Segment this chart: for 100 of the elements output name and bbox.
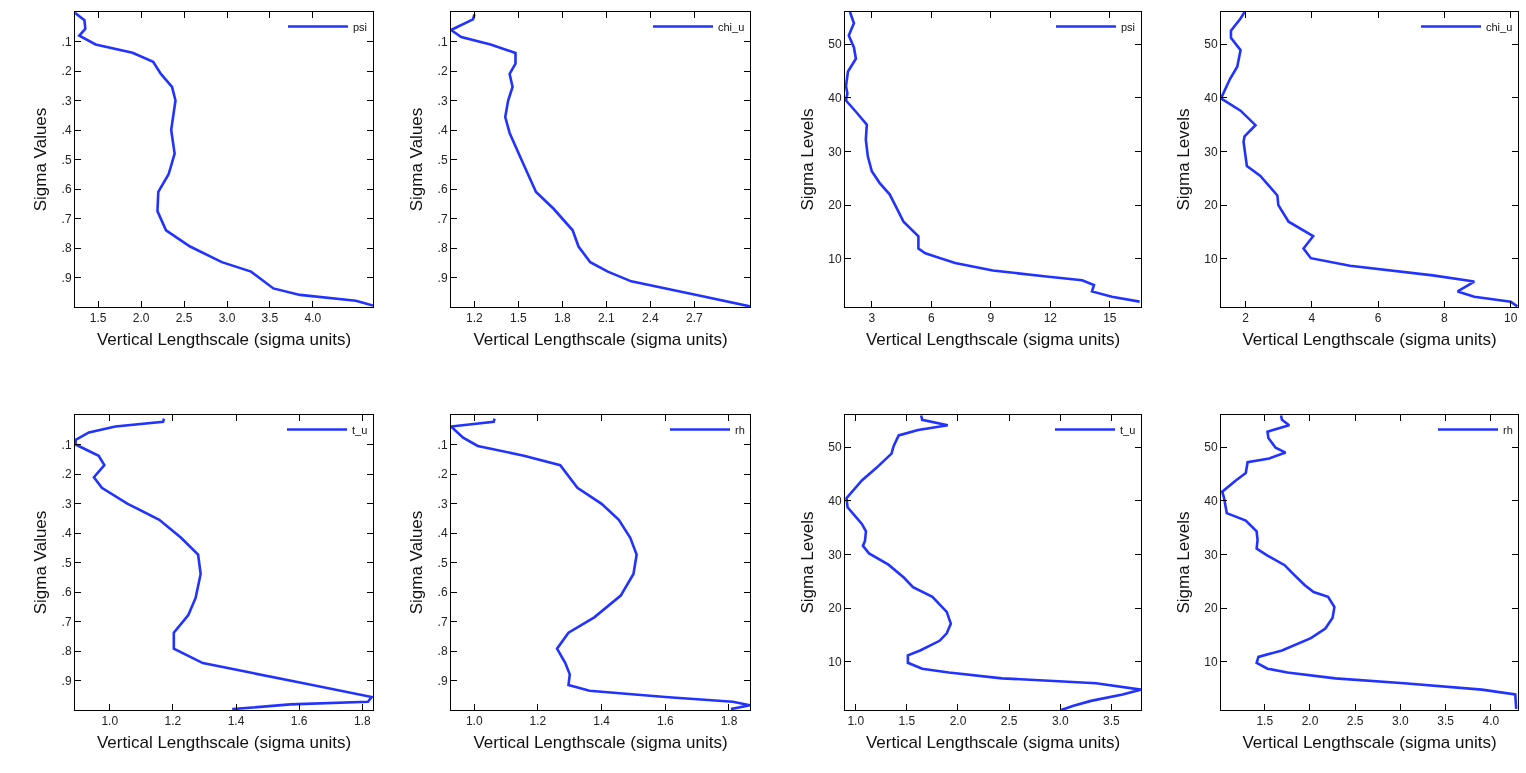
line-series (1221, 12, 1518, 307)
x-tick-label: 1.5 (89, 311, 107, 326)
x-tick-label: 3.0 (1392, 714, 1410, 729)
x-tick-label: 3.5 (261, 311, 279, 326)
y-tick-label: 40 (1204, 91, 1218, 106)
x-tick-label: 1.8 (554, 311, 572, 326)
y-tick-label: .5 (61, 555, 72, 570)
x-axis-title: Vertical Lengthscale (sigma units) (96, 329, 352, 349)
y-tick-label: 40 (828, 494, 842, 509)
line-series (75, 417, 373, 710)
x-tick-label: 2.0 (949, 714, 967, 729)
x-axis-title: Vertical Lengthscale (sigma units) (1242, 329, 1497, 349)
x-axis-title: Vertical Lengthscale (sigma units) (473, 732, 728, 752)
y-tick-label: .2 (437, 467, 448, 482)
y-tick-label: .6 (61, 585, 72, 600)
x-tick-label: 3.5 (1437, 714, 1455, 729)
text: rh (1503, 423, 1513, 436)
y-tick-label: .9 (437, 673, 448, 688)
y-tick-label: .7 (61, 614, 72, 629)
y-tick-label: .1 (61, 437, 72, 452)
line-series (845, 12, 1141, 303)
x-tick-label: 1.5 (898, 714, 916, 729)
x-tick-label: 1.2 (529, 714, 547, 729)
y-tick-label: .7 (437, 211, 448, 226)
y-tick-label: .1 (437, 34, 448, 49)
line-series (451, 417, 750, 710)
x-tick-label: 9 (987, 311, 995, 326)
x-tick-label: 1.2 (164, 714, 182, 729)
y-tick-label: 20 (828, 198, 842, 213)
text: psi (353, 20, 368, 33)
x-tick-label: 1.2 (466, 311, 484, 326)
x-tick-label: 12 (1043, 311, 1058, 326)
x-tick-label: 6 (1374, 311, 1382, 326)
y-tick-label: .3 (61, 93, 72, 108)
y-tick-label: .6 (61, 182, 72, 197)
x-tick-label: 1.6 (656, 714, 674, 729)
x-tick-label: 2.5 (1000, 714, 1018, 729)
y-tick-label: .2 (61, 467, 72, 482)
y-axis-title: Sigma Values (31, 510, 51, 615)
x-tick-label: 4.0 (1482, 714, 1500, 729)
y-tick-label: .5 (437, 152, 448, 167)
y-tick-label: 40 (828, 91, 842, 106)
x-axis-title: Vertical Lengthscale (sigma units) (473, 329, 728, 349)
text: t_u (1120, 423, 1136, 436)
x-tick-label: 3 (868, 311, 876, 326)
text: chi_u (1486, 20, 1513, 33)
y-tick-label: .3 (61, 496, 72, 511)
line-series (845, 415, 1141, 710)
y-tick-label: .2 (61, 64, 72, 79)
x-tick-label: 1.5 (510, 311, 528, 326)
y-tick-label: 30 (1204, 547, 1218, 562)
y-tick-label: 20 (828, 601, 842, 616)
y-tick-label: 40 (1204, 494, 1218, 509)
text: psi (1121, 20, 1136, 33)
y-tick-label: .4 (437, 123, 448, 138)
x-tick-label: 8 (1441, 311, 1449, 326)
y-tick-label: 50 (828, 440, 842, 455)
x-tick-label: 10 (1504, 311, 1518, 326)
y-tick-label: 20 (1204, 198, 1218, 213)
line-series (451, 13, 750, 307)
y-tick-label: 10 (828, 654, 842, 669)
x-tick-label: 4.0 (304, 311, 322, 326)
x-tick-label: 2.5 (175, 311, 193, 326)
y-tick-label: 10 (1204, 654, 1218, 669)
y-tick-label: 30 (1204, 144, 1218, 159)
x-tick-label: 3.0 (218, 311, 236, 326)
y-tick-label: 20 (1204, 601, 1218, 616)
x-tick-label: 2.5 (1346, 714, 1364, 729)
y-tick-label: .1 (61, 34, 72, 49)
y-tick-label: 10 (828, 251, 842, 266)
x-tick-label: 1.8 (720, 714, 738, 729)
y-axis-title: Sigma Levels (797, 108, 817, 211)
y-axis-title: Sigma Values (31, 107, 51, 212)
x-axis-title: Vertical Lengthscale (sigma units) (865, 329, 1121, 349)
y-tick-label: 50 (1204, 37, 1218, 52)
x-tick-label: 15 (1103, 311, 1117, 326)
x-tick-label: 3.0 (1051, 714, 1069, 729)
y-tick-label: .3 (437, 93, 448, 108)
x-tick-label: 1.0 (847, 714, 865, 729)
y-tick-label: .9 (61, 270, 72, 285)
y-tick-label: .4 (61, 123, 72, 138)
y-tick-label: .8 (61, 241, 72, 256)
y-tick-label: .8 (437, 644, 448, 659)
y-tick-label: .1 (437, 437, 448, 452)
y-tick-label: .8 (61, 644, 72, 659)
y-axis-title: Sigma Levels (797, 511, 817, 614)
y-tick-label: .6 (437, 585, 448, 600)
y-tick-label: 30 (828, 144, 842, 159)
y-tick-label: .5 (437, 555, 448, 570)
y-axis-title: Sigma Levels (1173, 108, 1193, 211)
x-tick-label: 3.5 (1103, 714, 1121, 729)
y-tick-label: .4 (437, 526, 448, 541)
y-tick-label: .7 (437, 614, 448, 629)
y-tick-label: .9 (437, 270, 448, 285)
x-tick-label: 2.0 (132, 311, 150, 326)
x-tick-label: 2.4 (641, 311, 659, 326)
y-tick-label: 50 (1204, 440, 1218, 455)
y-axis-title: Sigma Levels (1173, 511, 1193, 614)
line-series (1221, 415, 1518, 710)
x-axis-title: Vertical Lengthscale (sigma units) (865, 732, 1121, 752)
